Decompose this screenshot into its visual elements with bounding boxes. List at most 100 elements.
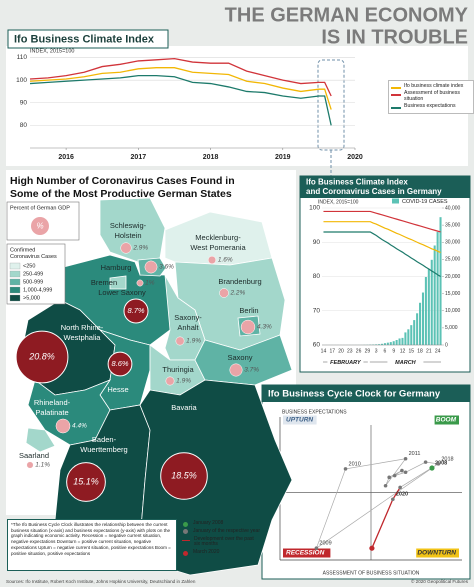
gdp-bubble [175,336,185,346]
quadrant-badge [283,548,331,558]
point [383,483,388,488]
x-tick-label: 6 [384,348,387,354]
point-label: 2010 [349,461,361,467]
legend-label: >5,000 [23,295,40,301]
x-tick-label: 3 [375,348,378,354]
legend-title: Coronavirus Cases [10,254,57,260]
state-name: Brandenburg [218,277,261,286]
gdp-label: 8.6% [111,359,128,368]
point [343,467,348,471]
point-label: 2008 [435,460,447,466]
legend-swatch [392,198,399,204]
legend-item: Assessment of business situation [391,89,471,103]
x-tick-label: 14 [321,348,327,354]
legend-swatch [9,262,21,270]
legend-label: <250 [23,263,35,269]
gdp-bubble [15,330,69,384]
gdp-bubble [123,298,149,324]
gdp-bubble [219,288,229,298]
legend-label: Ifo business climate index [404,83,464,89]
x-tick-label: 2016 [58,154,74,161]
x-tick-label: 15 [408,348,414,354]
legend: January 2008 January of the respective ye… [182,519,260,558]
bar [421,292,424,345]
legend-title: Percent of German GDP [10,205,70,211]
chart-title: and Coronavirus Cases in Germany [306,187,442,196]
legend-swatch [9,286,21,294]
legend-label: Assessment of business situation [404,89,460,102]
gdp-label: 3.6% [159,264,174,271]
state-name: West Pomerania [190,243,246,252]
bar [392,341,395,345]
legend-item: March 2020 [182,549,260,556]
state-name: Saxony [227,353,252,362]
section-title: High Number of Coronavirus Cases Found i… [10,175,235,187]
gdp-label: 1% [145,280,155,287]
panel-header [300,176,470,198]
legend-swatch [182,539,190,541]
bar [433,245,436,345]
state-name: Baden- [92,435,117,444]
y2-tick-label: 35,000 [445,222,461,228]
panel-header [262,385,470,402]
gdp-label: 1.9% [186,338,201,345]
x-tick-label: 2019 [275,154,291,161]
axis-title: INDEX, 2015=100 [318,199,359,205]
x-tick-label: 12 [400,348,406,354]
point-label: 2009 [319,541,331,547]
legend-item: Development over the past six months [182,535,260,549]
month-label-bg [387,358,424,366]
y2-tick-label: 25,000 [445,257,461,263]
x-tick-label: 2018 [203,154,219,161]
x-tick-label: 2020 [347,154,363,161]
quadrant-badge [416,548,459,558]
gdp-bubble [107,351,133,377]
legend-bubble [31,217,49,235]
point [369,545,375,551]
bar [430,259,433,345]
state-region [139,379,293,576]
bar [378,344,381,345]
bar [398,338,401,345]
chart-title: Ifo Business Cycle Clock for Germany [268,389,441,400]
gdp-bubble [240,319,256,335]
state-name: Bremen [91,278,117,287]
y-tick-label: 100 [16,77,27,84]
point [400,468,404,473]
axis-title: ASSESSMENT OF BUSINESS SITUATION [323,570,420,576]
point-label: 2018 [441,456,453,462]
series-line [323,231,441,278]
state-name: Westphalia [64,333,102,342]
gdp-bubble [229,363,243,377]
state-name: Berlin [239,306,258,315]
point [391,497,395,502]
point [314,546,319,550]
bar [401,337,404,345]
state-name: Palatinate [35,408,68,417]
point-label: 2011 [409,451,421,457]
quadrant-label: DOWNTURN [417,550,456,557]
x-tick-label: 9 [392,348,395,354]
point [403,456,408,461]
state-name: Anhalt [177,323,199,332]
quadrant-label: RECESSION [286,550,325,557]
gdp-label: 1.1% [35,462,50,469]
gdp-label: 4.4% [72,423,87,430]
section-title: Some of the Most Productive German State… [10,188,232,200]
point [387,475,392,480]
month-label-bg [327,358,364,366]
legend-symbol: % [36,222,43,231]
y-tick-label: 80 [20,122,28,129]
y2-tick-label: 30,000 [445,240,461,246]
gdp-label: 1.9% [176,378,191,385]
quadrant-badge [283,415,317,425]
gdp-label: 20.8% [28,351,55,361]
axis-title: INDEX, 2015=100 [30,48,75,54]
state-name: Thuringia [162,365,194,374]
y2-tick-label: 10,000 [445,308,461,314]
legend-label: Development over the past six months [194,535,254,548]
x-tick-label: 17 [329,348,335,354]
x-tick-label: 21 [426,348,432,354]
legend-item: January 2008 [182,520,260,527]
